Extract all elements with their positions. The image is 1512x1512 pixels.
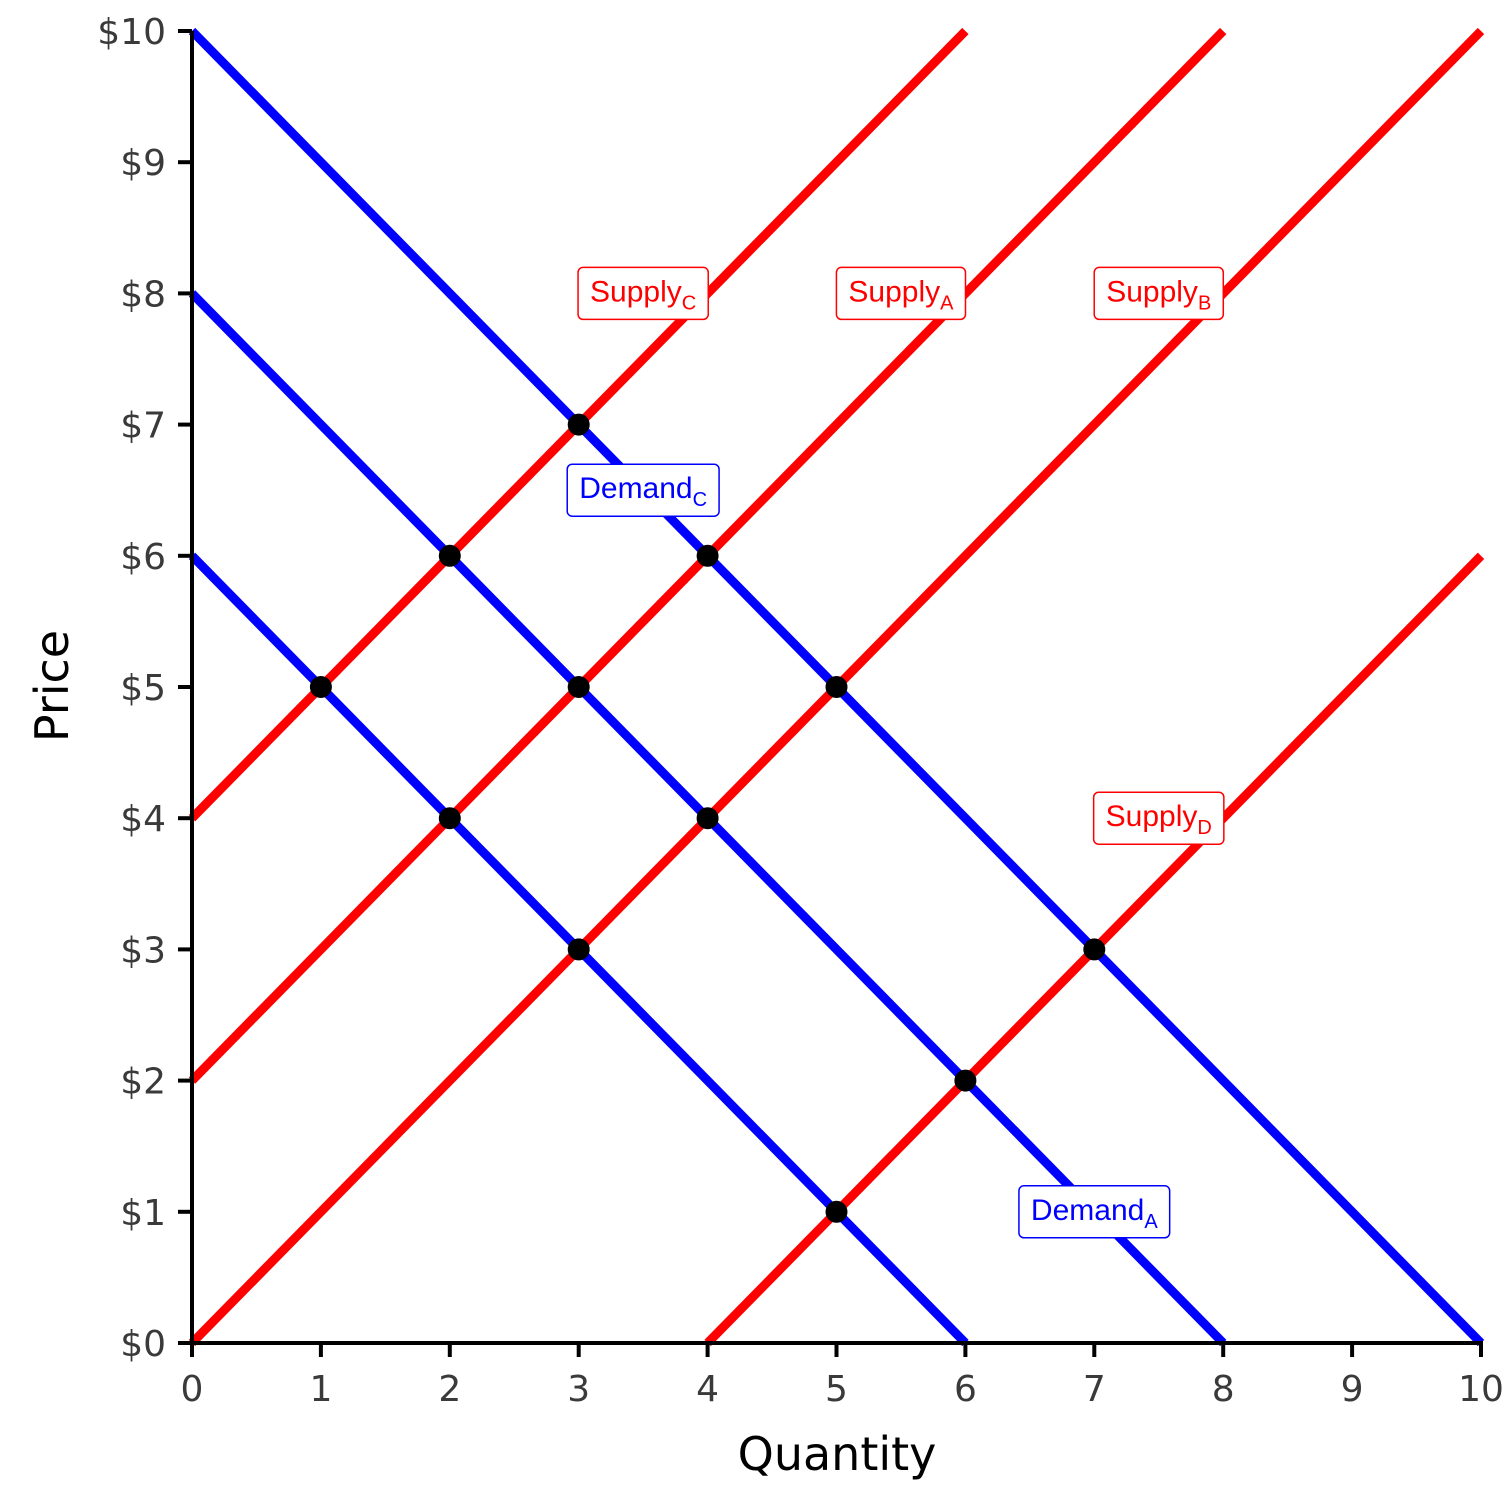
equilibrium-point: [696, 544, 719, 567]
equilibrium-point: [825, 1200, 848, 1223]
label-supply-c: SupplyC: [577, 266, 709, 321]
label-demand-c-box: [566, 463, 720, 517]
label-supply-d-text: SupplyD: [1106, 800, 1212, 839]
y-tick-label: $2: [120, 1062, 166, 1103]
equilibrium-point: [1083, 938, 1106, 961]
y-tick-label: $1: [120, 1193, 166, 1234]
y-tick-label: $3: [120, 930, 166, 971]
x-tick-label: 0: [181, 1369, 204, 1410]
label-demand-a-text: DemandA: [1031, 1194, 1158, 1233]
x-tick-label: 1: [309, 1369, 332, 1410]
label-supply-d-box: [1092, 791, 1225, 845]
x-tick-label: 10: [1458, 1369, 1504, 1410]
x-tick-label: 4: [696, 1369, 719, 1410]
y-tick-label: $5: [120, 668, 166, 709]
label-supply-a-box: [835, 266, 967, 321]
x-tick-label: 2: [438, 1369, 461, 1410]
y-axis-title: Price: [25, 630, 79, 742]
label-supply-b-text: SupplyB: [1106, 275, 1211, 314]
x-tick-label: 5: [825, 1369, 848, 1410]
y-tick-label: $7: [120, 406, 166, 447]
equilibrium-point: [438, 544, 461, 567]
y-tick-label: $9: [120, 143, 166, 184]
points-layer: [309, 413, 1106, 1223]
x-tick-label: 7: [1083, 1369, 1106, 1410]
equilibrium-point: [309, 676, 332, 698]
y-tick-label: $0: [120, 1324, 166, 1365]
label-demand-c: DemandC: [566, 463, 720, 517]
label-supply-b: SupplyB: [1093, 266, 1225, 321]
label-supply-c-text: SupplyC: [590, 275, 696, 314]
equilibrium-point: [567, 413, 590, 436]
equilibrium-point: [567, 676, 590, 698]
y-tick-label: $8: [120, 274, 166, 315]
y-tick-label: $6: [120, 537, 166, 578]
x-tick-label: 8: [1212, 1369, 1235, 1410]
equilibrium-point: [825, 676, 848, 698]
x-tick-label: 6: [954, 1369, 977, 1410]
equilibrium-point: [438, 807, 461, 830]
x-axis-title: Quantity: [738, 1427, 937, 1481]
label-supply-b-box: [1093, 266, 1225, 321]
label-supply-c-box: [577, 266, 709, 321]
label-demand-a-box: [1018, 1185, 1171, 1239]
equilibrium-point: [696, 807, 719, 830]
equilibrium-point: [567, 938, 590, 961]
curve-labels-layer: SupplyC SupplyA SupplyB SupplyD DemandA Deman…: [566, 266, 1225, 1239]
x-tick-label: 3: [567, 1369, 590, 1410]
label-supply-a: SupplyA: [835, 266, 967, 321]
y-tick-label: $10: [97, 12, 166, 53]
label-supply-a-text: SupplyA: [848, 275, 954, 314]
axes-layer: 0 1 2 3 4 5 6 7 8 9 10 $0 $1 $2 $3 $4 $5 $6 $7 $8 $9 $10: [97, 12, 1504, 1410]
label-demand-a: DemandA: [1018, 1185, 1171, 1239]
label-demand-c-text: DemandC: [579, 472, 707, 511]
label-supply-d: SupplyD: [1092, 791, 1225, 845]
x-tick-label: 9: [1341, 1369, 1364, 1410]
equilibrium-point: [954, 1069, 977, 1092]
y-tick-label: $4: [120, 799, 166, 840]
